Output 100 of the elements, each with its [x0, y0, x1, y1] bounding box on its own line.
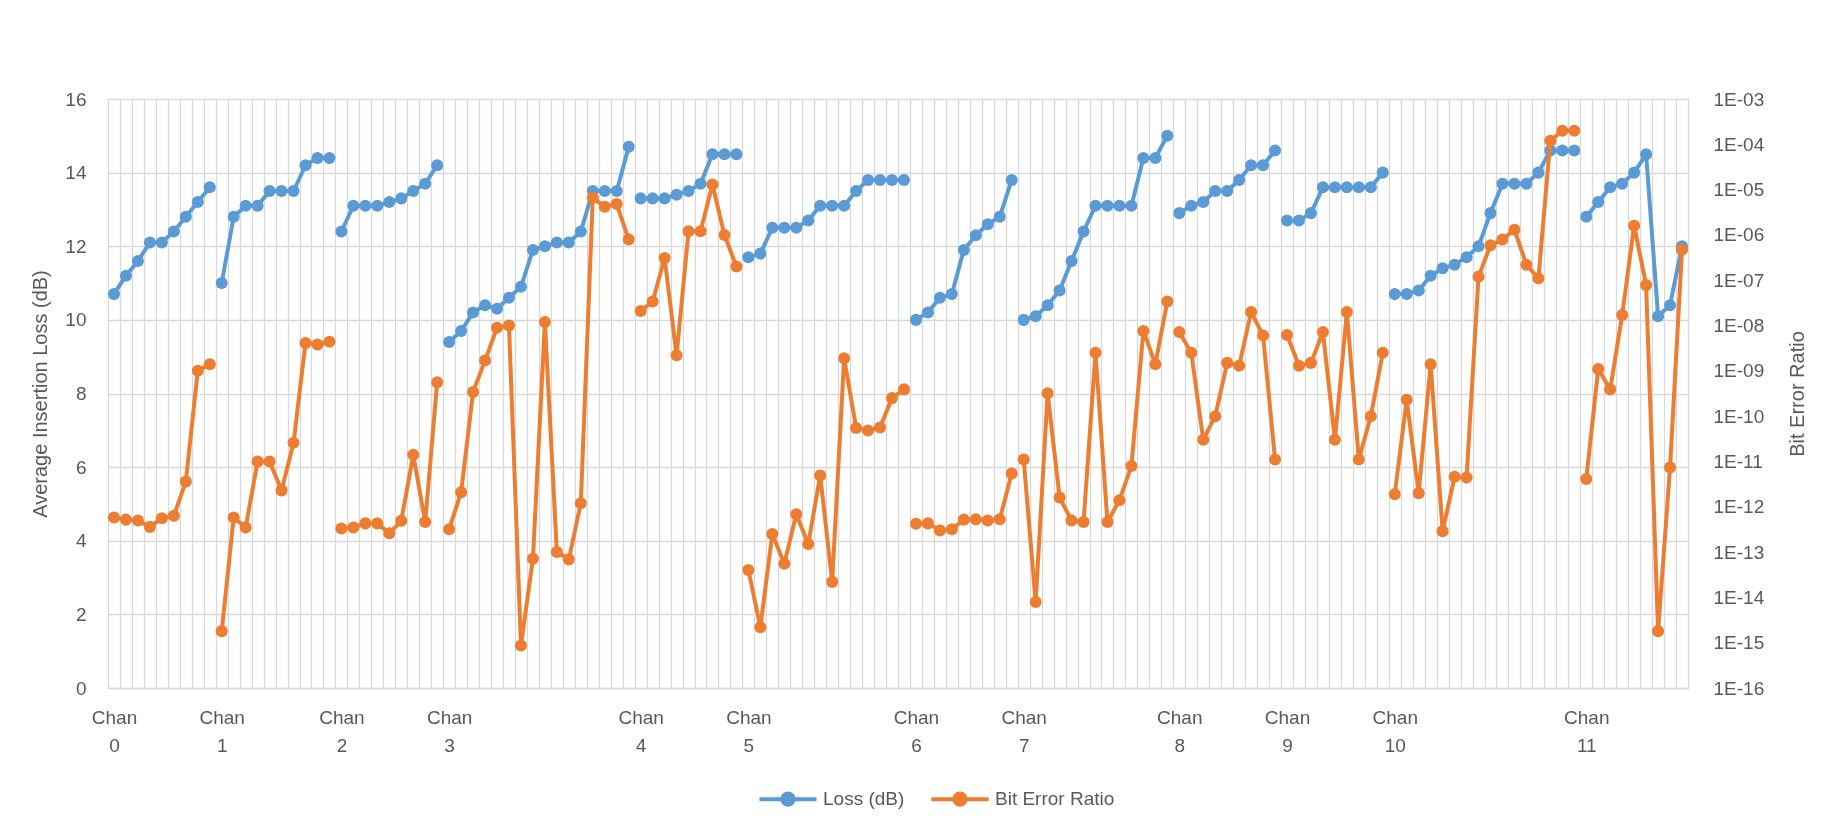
point	[131, 514, 144, 527]
point	[1077, 225, 1090, 238]
point	[945, 523, 958, 536]
point	[1161, 295, 1174, 308]
point	[1400, 288, 1413, 301]
point	[1388, 488, 1401, 501]
point	[1580, 473, 1593, 486]
y2-tick-label: 1E-11	[1713, 450, 1763, 472]
y2-tick-label: 1E-13	[1713, 541, 1765, 563]
x-tick-label: Chan 9	[1264, 706, 1311, 756]
point	[263, 185, 276, 198]
point	[371, 517, 384, 530]
point	[766, 528, 779, 541]
point	[431, 159, 444, 172]
y-tick-label: 2	[75, 603, 87, 625]
legend-label: Bit Error Ratio	[995, 788, 1115, 810]
point	[490, 321, 504, 334]
point	[646, 192, 659, 205]
point	[921, 306, 934, 319]
point	[1065, 514, 1078, 527]
point	[838, 199, 851, 212]
point	[443, 335, 456, 348]
point	[191, 364, 204, 377]
x-tick-label: Chan 8	[1157, 706, 1203, 756]
y2-tick-label: 1E-06	[1713, 224, 1765, 246]
point	[455, 324, 468, 337]
point	[263, 455, 276, 468]
point	[754, 247, 767, 260]
point	[1568, 124, 1581, 137]
point	[287, 185, 300, 198]
point	[1544, 134, 1557, 147]
point	[802, 538, 815, 551]
point	[610, 185, 623, 198]
point	[957, 243, 970, 256]
point	[1400, 393, 1413, 406]
point	[885, 392, 899, 405]
x-tick-label: Chan 6	[893, 706, 940, 756]
point	[778, 221, 791, 234]
point	[1652, 625, 1665, 638]
point	[395, 514, 408, 527]
point	[1233, 173, 1246, 186]
point	[1628, 166, 1641, 179]
point	[335, 225, 348, 238]
point	[479, 299, 492, 312]
point	[658, 192, 671, 205]
x-tick-label: Chan 3	[426, 706, 473, 756]
x-tick-label: Chan 1	[199, 706, 245, 756]
point	[1484, 207, 1497, 220]
point	[443, 523, 456, 536]
point	[371, 199, 384, 212]
point	[299, 337, 312, 350]
point	[526, 243, 539, 256]
point	[502, 319, 516, 332]
point	[1568, 144, 1581, 157]
point	[874, 421, 887, 434]
point	[1304, 207, 1317, 220]
point	[1101, 516, 1114, 529]
point	[682, 225, 695, 238]
point	[838, 352, 851, 365]
point	[718, 228, 731, 241]
point	[131, 254, 144, 267]
point	[1604, 383, 1617, 396]
point	[215, 625, 228, 638]
y2-tick-label: 1E-16	[1713, 677, 1765, 699]
point	[670, 188, 683, 201]
point	[1089, 346, 1102, 359]
point	[1652, 310, 1665, 323]
point	[119, 269, 132, 282]
point	[1005, 173, 1018, 186]
point	[167, 225, 180, 238]
point	[419, 516, 432, 529]
point	[1041, 387, 1054, 400]
y2-tick-label: 1E-03	[1713, 88, 1765, 110]
point	[1125, 199, 1138, 212]
point	[1640, 148, 1653, 161]
point	[1556, 124, 1569, 137]
point	[1280, 328, 1294, 341]
point	[562, 236, 575, 249]
point	[1269, 453, 1282, 466]
point	[754, 621, 767, 634]
point	[1280, 214, 1294, 227]
point	[706, 178, 719, 191]
point	[155, 236, 168, 249]
point	[1077, 516, 1090, 529]
point	[1304, 356, 1317, 369]
point	[550, 546, 563, 559]
point	[455, 486, 468, 499]
point	[1053, 491, 1066, 504]
point	[1269, 144, 1282, 157]
y2-tick-label: 1E-14	[1713, 586, 1765, 608]
point	[969, 513, 982, 526]
point	[467, 306, 480, 319]
point	[634, 192, 647, 205]
point	[1664, 461, 1677, 474]
point	[239, 521, 252, 534]
point	[718, 148, 731, 161]
point	[1029, 596, 1042, 609]
y2-axis-title: Bit Error Ratio	[1786, 331, 1809, 457]
x-tick-label: Chan 5	[726, 706, 772, 756]
point	[1556, 144, 1569, 157]
